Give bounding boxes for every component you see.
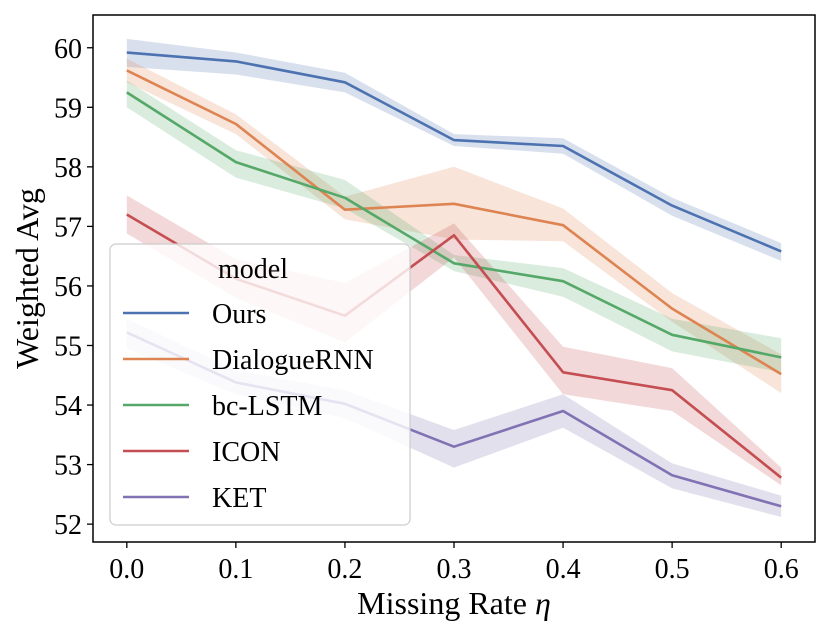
y-tick-label: 57 — [54, 212, 82, 243]
legend-label-dialoguernn: DialogueRNN — [212, 345, 374, 376]
x-tick-label: 0.4 — [546, 554, 581, 585]
y-tick-label: 55 — [54, 331, 82, 362]
line-dialoguernn — [126, 69, 782, 376]
x-axis-symbol: η — [535, 585, 551, 621]
y-tick-label: 59 — [54, 93, 82, 124]
band-icon — [126, 195, 782, 486]
legend-items: Ours DialogueRNN bc-LSTM ICON KET — [123, 299, 374, 514]
band-ket — [126, 318, 782, 517]
y-axis-title: Weighted Avg — [9, 188, 45, 369]
line-ours — [126, 51, 782, 253]
band-dialoguernn — [126, 58, 782, 394]
band-ours — [126, 38, 782, 261]
legend-title: model — [218, 254, 288, 285]
x-tick-label: 0.5 — [655, 554, 690, 585]
legend: model Ours DialogueRNN bc-LSTM ICON KET — [109, 243, 411, 526]
series-lines — [126, 51, 783, 508]
x-axis-ticks: 0.0 0.1 0.2 0.3 0.4 0.5 0.6 — [109, 542, 799, 585]
legend-label-ours: Ours — [212, 299, 266, 330]
y-tick-label: 53 — [54, 451, 82, 482]
y-tick-label: 60 — [54, 34, 82, 65]
y-axis-ticks: 52 53 54 55 56 57 58 59 60 — [54, 34, 93, 541]
x-tick-label: 0.3 — [437, 554, 472, 585]
y-tick-label: 56 — [54, 272, 82, 303]
band-bc-lstm — [126, 80, 782, 373]
legend-label-ket: KET — [212, 483, 266, 514]
legend-label-icon: ICON — [212, 437, 280, 468]
x-tick-label: 0.0 — [109, 554, 144, 585]
confidence-bands — [126, 38, 782, 517]
y-tick-label: 58 — [54, 153, 82, 184]
line-bc-lstm — [126, 91, 782, 359]
x-tick-label: 0.2 — [327, 554, 362, 585]
legend-label-bc-lstm: bc-LSTM — [212, 391, 323, 422]
x-tick-label: 0.1 — [218, 554, 253, 585]
x-tick-label: 0.6 — [764, 554, 799, 585]
y-tick-label: 52 — [54, 510, 82, 541]
y-tick-label: 54 — [54, 391, 82, 422]
x-axis-label: Missing Rate — [357, 585, 527, 621]
x-axis-title: Missing Rate η — [357, 585, 551, 621]
